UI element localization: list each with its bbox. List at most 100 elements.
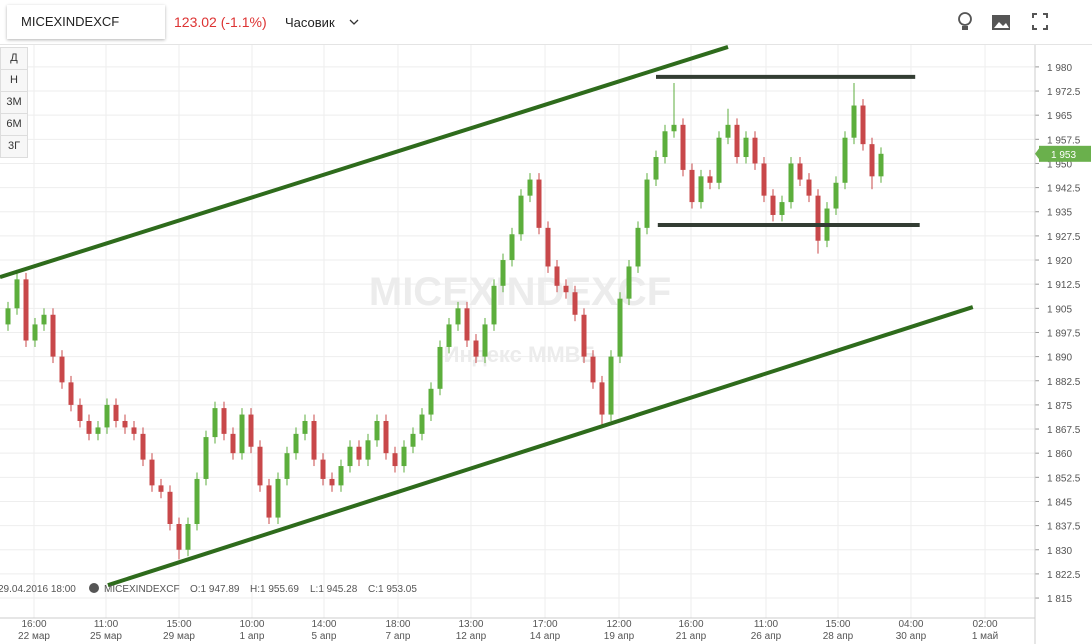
candle-body: [680, 124, 686, 170]
x-tick-label: 16:00: [678, 619, 703, 630]
trend-line: [107, 305, 974, 588]
symbol-input[interactable]: MICEXINDEXCF: [7, 5, 165, 39]
candle-body: [32, 324, 38, 341]
y-tick-label: 1 837.5: [1047, 522, 1081, 533]
candle-body: [392, 453, 398, 467]
candle-body: [446, 324, 452, 347]
candle-body: [779, 202, 785, 215]
last-price-label: 1 953: [1051, 150, 1076, 161]
fullscreen-icon[interactable]: [1032, 13, 1048, 30]
candle-body: [77, 404, 83, 421]
info-close: C:1 953.05: [368, 584, 417, 595]
range-button[interactable]: 6М: [0, 113, 28, 136]
candle-body: [599, 382, 605, 415]
candle-body: [608, 356, 614, 415]
x-tick-label: 04:00: [898, 619, 923, 630]
range-button[interactable]: 3Г: [0, 135, 28, 158]
candle-body: [761, 163, 767, 196]
candle-body: [788, 163, 794, 203]
x-tick-date: 5 апр: [312, 631, 337, 642]
x-tick-date: 28 апр: [823, 631, 854, 642]
candle-body: [410, 433, 416, 447]
candle-body: [860, 105, 866, 145]
y-tick-label: 1 860: [1047, 449, 1072, 460]
range-button[interactable]: Д: [0, 47, 28, 70]
candle-body: [590, 356, 596, 383]
candle-body: [149, 459, 155, 486]
candle-body: [473, 340, 479, 357]
y-tick-label: 1 920: [1047, 256, 1072, 267]
candle-body: [365, 440, 371, 460]
range-button[interactable]: 3М: [0, 91, 28, 114]
candle-body: [491, 285, 497, 325]
candle-body: [707, 176, 713, 183]
candle-body: [437, 346, 443, 389]
y-tick-label: 1 942.5: [1047, 184, 1081, 195]
candle-body: [95, 427, 101, 434]
candle-body: [212, 408, 218, 438]
candle-body: [50, 314, 56, 357]
price-change: 123.02 (-1.1%): [174, 14, 267, 30]
x-tick-label: 11:00: [94, 619, 119, 630]
candle-body: [311, 420, 317, 460]
candle-body: [113, 404, 119, 421]
candle-body: [383, 420, 389, 454]
y-tick-label: 1 965: [1047, 111, 1072, 122]
x-tick-label: 15:00: [825, 619, 850, 630]
candle-body: [833, 182, 839, 209]
y-tick-label: 1 875: [1047, 401, 1072, 412]
candle-body: [338, 466, 344, 486]
candle-body: [23, 279, 29, 341]
y-tick-label: 1 912.5: [1047, 280, 1081, 291]
candle-body: [284, 453, 290, 479]
info-dot: [89, 583, 99, 593]
candle-body: [698, 176, 704, 203]
candle-body: [770, 195, 776, 215]
x-tick-date: 14 апр: [530, 631, 561, 642]
info-low: L:1 945.28: [310, 584, 358, 595]
idea-icon[interactable]: [958, 12, 972, 30]
range-button[interactable]: Н: [0, 69, 28, 92]
toolbar-icons: [958, 12, 1048, 30]
candle-body: [869, 144, 875, 177]
candle-body: [302, 420, 308, 434]
candle-body: [689, 169, 695, 203]
candle-body: [752, 137, 758, 164]
candle-body: [194, 478, 200, 525]
candle-body: [275, 478, 281, 518]
x-tick-label: 15:00: [166, 619, 191, 630]
image-icon[interactable]: [992, 15, 1010, 30]
y-tick-label: 1 927.5: [1047, 232, 1081, 243]
y-tick-label: 1 905: [1047, 304, 1072, 315]
range-buttons: Д Н 3М 6М 3Г: [0, 47, 28, 158]
candle-body: [464, 308, 470, 341]
candle-body: [635, 227, 641, 267]
candle-body: [320, 459, 326, 479]
candle-body: [401, 446, 407, 467]
candle-body: [662, 131, 668, 158]
x-tick-date: 7 апр: [386, 631, 411, 642]
dropdown-icon: [349, 19, 359, 25]
x-tick-label: 17:00: [533, 619, 558, 630]
info-datetime: 29.04.2016 18:00: [0, 584, 76, 595]
header: MICEXINDEXCF 123.02 (-1.1%) Часовик: [0, 0, 1092, 45]
candle-body: [374, 420, 380, 441]
y-tick-label: 1 950: [1047, 159, 1072, 170]
candle-body: [428, 388, 434, 415]
candle-body: [221, 408, 227, 434]
candle-body: [734, 124, 740, 158]
candle-body: [851, 105, 857, 138]
x-tick-date: 21 апр: [676, 631, 707, 642]
candle-body: [41, 314, 47, 325]
y-tick-label: 1 935: [1047, 208, 1072, 219]
interval-select[interactable]: Часовик: [285, 15, 360, 30]
candle-body: [131, 427, 137, 434]
x-tick-date: 29 мар: [163, 631, 195, 642]
candle-body: [536, 179, 542, 228]
candle-body: [176, 524, 182, 550]
x-tick-label: 18:00: [385, 619, 410, 630]
candle-body: [230, 433, 236, 454]
candle-body: [14, 279, 20, 309]
candle-body: [815, 195, 821, 241]
candle-body: [527, 179, 533, 196]
